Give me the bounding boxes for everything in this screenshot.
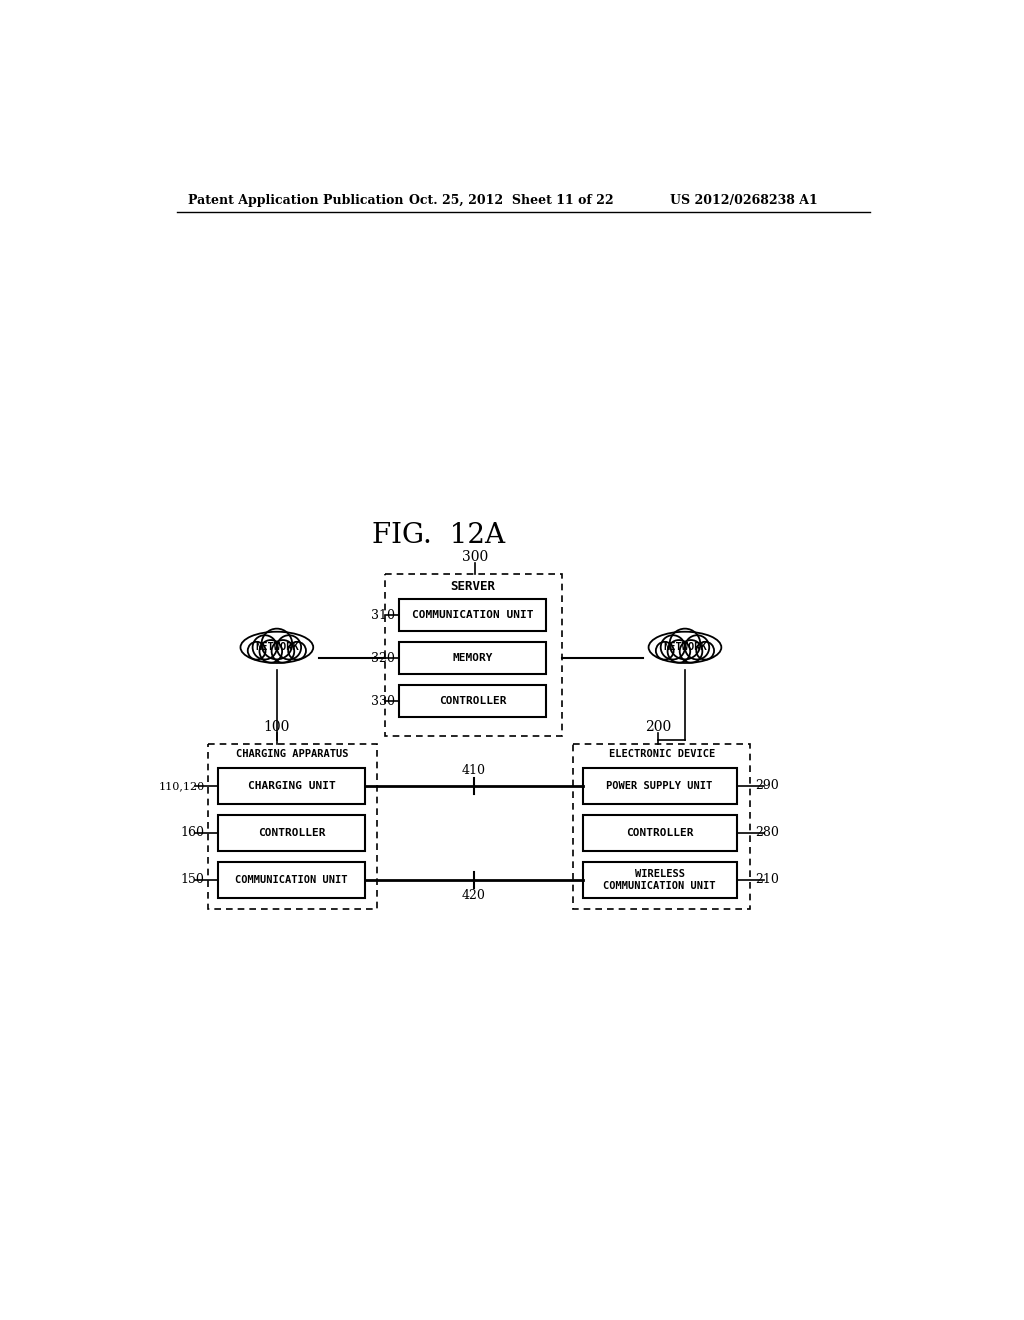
FancyBboxPatch shape [573,743,751,909]
Text: CONTROLLER: CONTROLLER [626,828,693,838]
FancyBboxPatch shape [398,685,547,718]
Text: 280: 280 [755,826,779,840]
Text: NETWORK: NETWORK [664,643,707,652]
Circle shape [670,628,700,660]
Text: CHARGING APPARATUS: CHARGING APPARATUS [236,750,348,759]
Text: CHARGING UNIT: CHARGING UNIT [248,781,336,791]
Text: Patent Application Publication: Patent Application Publication [188,194,403,207]
Ellipse shape [241,632,313,663]
Text: 200: 200 [645,719,671,734]
Text: 410: 410 [462,764,485,777]
Text: Oct. 25, 2012  Sheet 11 of 22: Oct. 25, 2012 Sheet 11 of 22 [410,194,614,207]
Circle shape [288,642,306,660]
Text: US 2012/0268238 A1: US 2012/0268238 A1 [670,194,817,207]
Text: WIRELESS: WIRELESS [635,869,685,879]
Circle shape [696,642,714,660]
Text: POWER SUPPLY UNIT: POWER SUPPLY UNIT [606,781,713,791]
FancyBboxPatch shape [218,816,365,850]
Circle shape [253,635,276,660]
Text: COMMUNICATION UNIT: COMMUNICATION UNIT [236,875,348,884]
Circle shape [660,635,685,660]
Circle shape [276,635,301,660]
FancyBboxPatch shape [208,743,377,909]
Text: MEMORY: MEMORY [453,653,493,663]
Text: COMMUNICATION UNIT: COMMUNICATION UNIT [412,610,534,620]
Text: COMMUNICATION UNIT: COMMUNICATION UNIT [603,880,716,891]
Text: 160: 160 [180,826,205,840]
Text: FIG.  12A: FIG. 12A [372,523,505,549]
Text: 210: 210 [755,874,779,887]
Circle shape [271,640,294,663]
Ellipse shape [648,632,721,663]
Circle shape [248,642,265,660]
Circle shape [261,628,292,660]
Text: 320: 320 [371,652,394,665]
Text: 150: 150 [180,874,205,887]
FancyBboxPatch shape [583,768,736,804]
Text: 300: 300 [462,550,487,564]
Text: 420: 420 [462,888,485,902]
Circle shape [685,635,710,660]
FancyBboxPatch shape [583,862,736,898]
Circle shape [655,642,674,660]
Text: CONTROLLER: CONTROLLER [258,828,326,838]
FancyBboxPatch shape [385,574,562,737]
Text: NETWORK: NETWORK [255,643,299,652]
Circle shape [259,640,283,663]
Circle shape [668,640,690,663]
FancyBboxPatch shape [398,599,547,631]
Text: 100: 100 [263,719,290,734]
Text: 110,120: 110,120 [159,781,205,791]
Text: 290: 290 [755,779,779,792]
FancyBboxPatch shape [218,768,365,804]
Text: ELECTRONIC DEVICE: ELECTRONIC DEVICE [608,750,715,759]
Text: SERVER: SERVER [451,579,496,593]
FancyBboxPatch shape [218,862,365,898]
Text: 330: 330 [371,694,394,708]
FancyBboxPatch shape [398,642,547,675]
Circle shape [680,640,702,663]
Text: CONTROLLER: CONTROLLER [438,696,506,706]
FancyBboxPatch shape [583,816,736,850]
Text: 310: 310 [371,609,394,622]
